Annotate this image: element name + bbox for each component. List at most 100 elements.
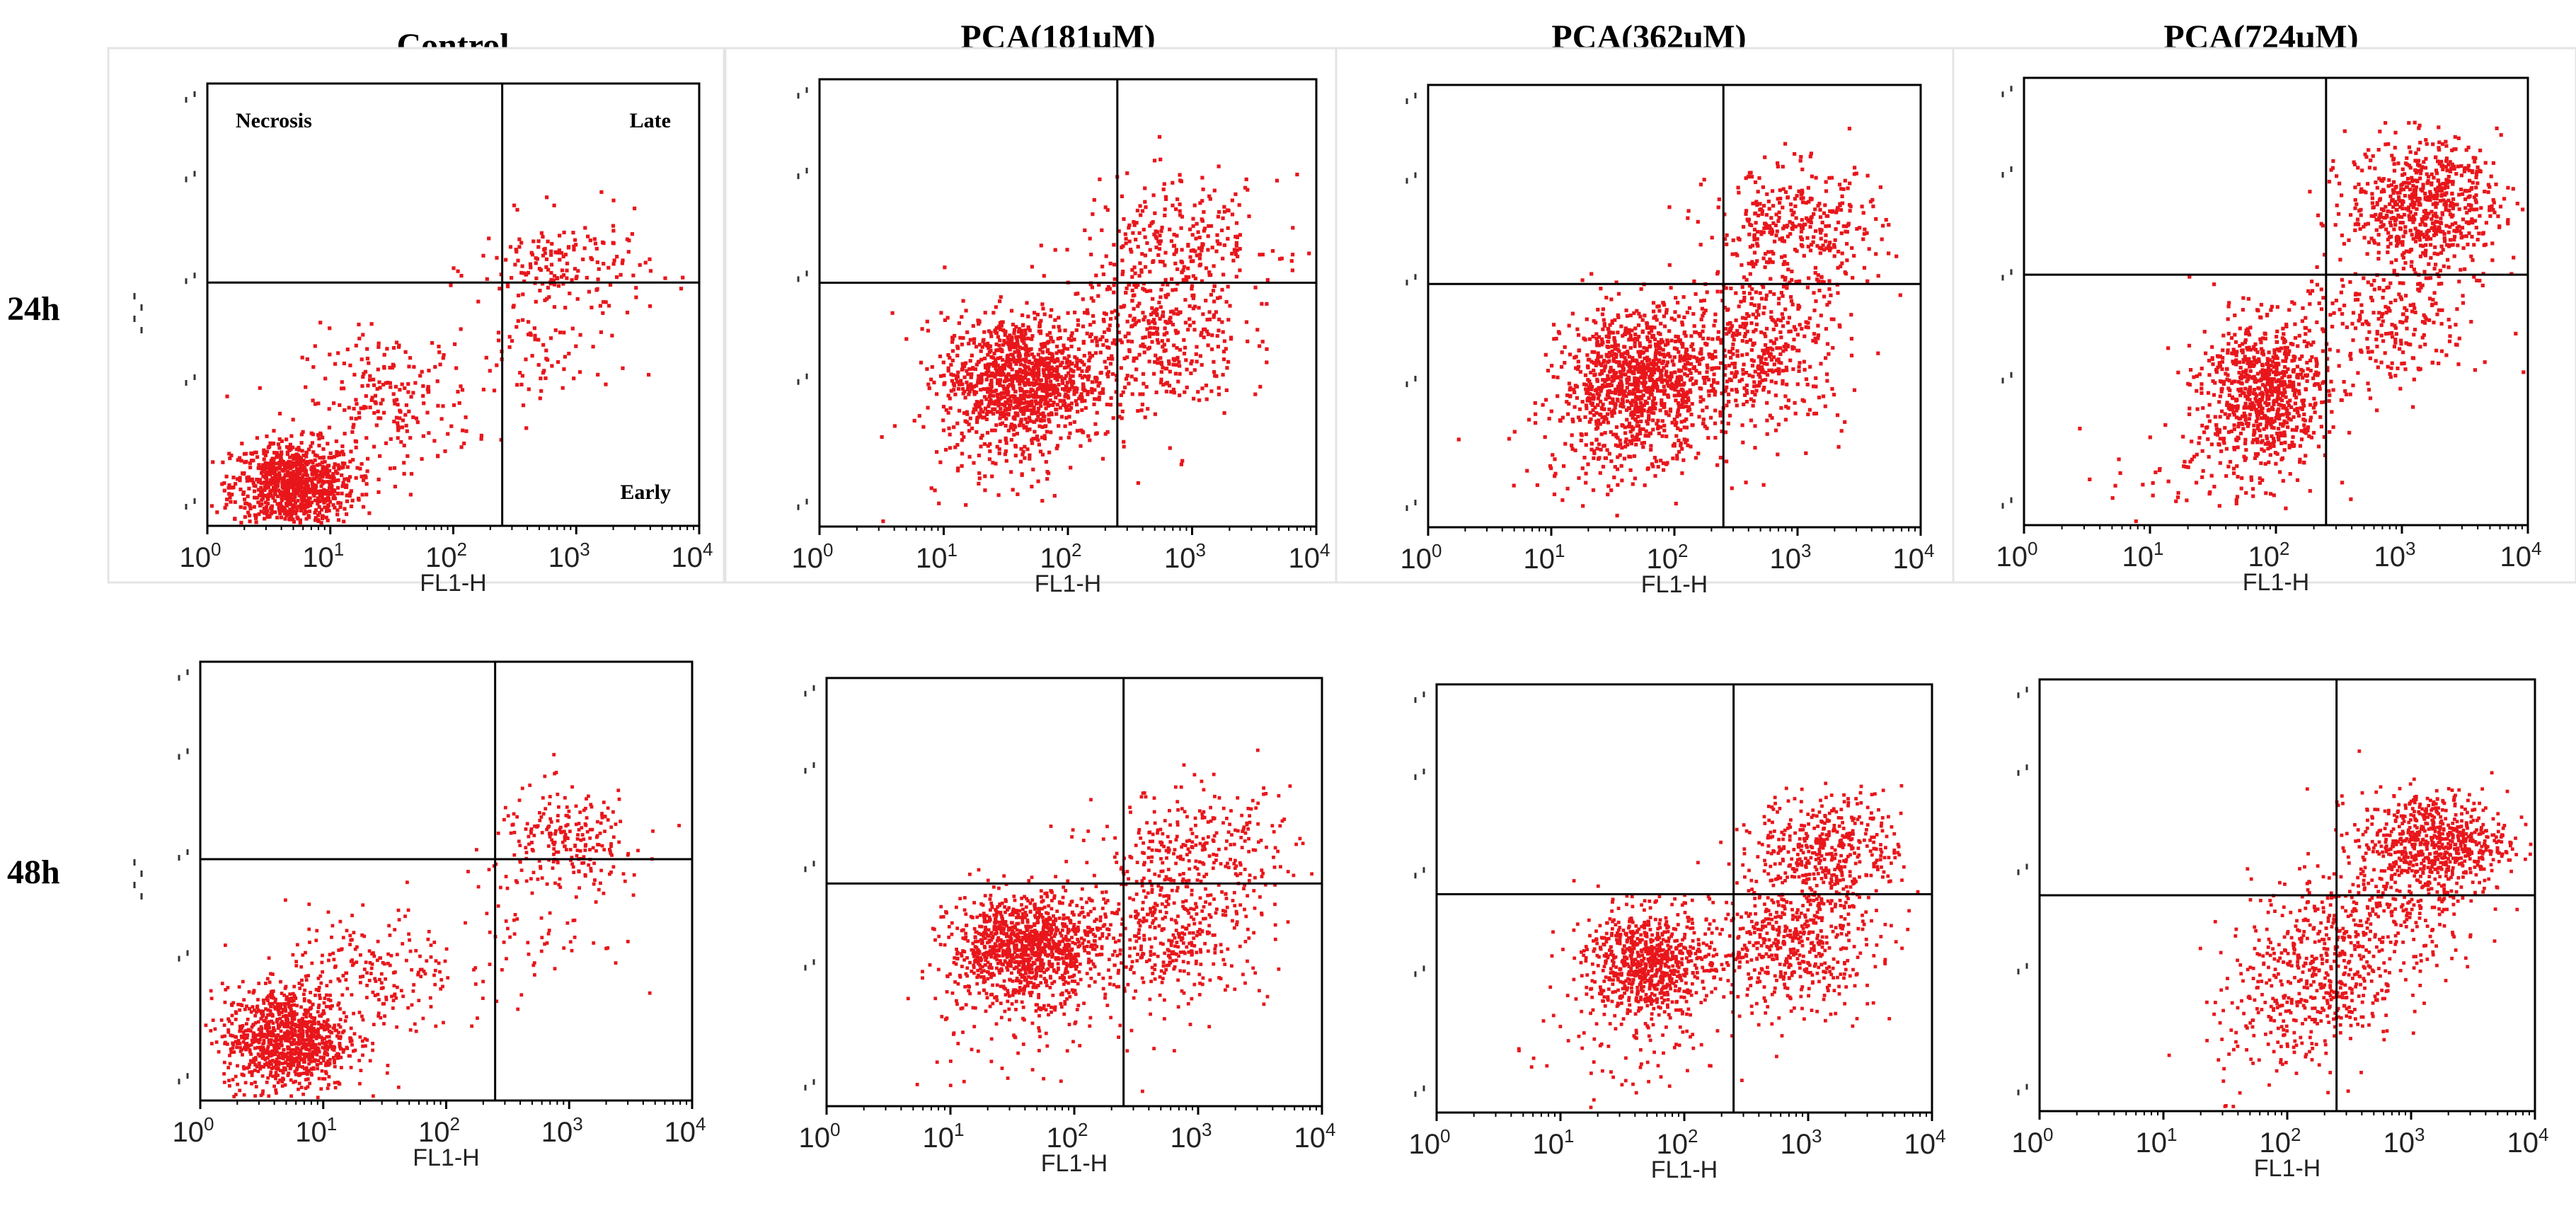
scatter-point (1703, 341, 1708, 345)
scatter-point (430, 341, 435, 345)
scatter-point (1133, 322, 1137, 327)
scatter-point (1657, 331, 1661, 335)
scatter-point (576, 269, 580, 273)
scatter-point (321, 515, 326, 519)
scatter-point (999, 327, 1003, 332)
scatter-point (585, 275, 589, 280)
scatter-point (998, 338, 1002, 343)
scatter-point (327, 481, 331, 485)
scatter-point (995, 410, 1000, 414)
scatter-point (1197, 398, 1202, 403)
scatter-point (1034, 379, 1038, 383)
scatter-point (1614, 371, 1618, 375)
scatter-point (1023, 337, 1027, 341)
scatter-point (550, 364, 554, 368)
scatter-point (267, 513, 271, 517)
scatter-point (340, 461, 345, 466)
scatter-point (352, 406, 356, 411)
scatter-point (342, 386, 346, 391)
x-tick-exponent: 3 (1196, 539, 1206, 561)
x-tick-label: 102 (425, 539, 467, 573)
scatter-point (1724, 327, 1728, 331)
scatter-point (360, 384, 364, 388)
scatter-point (340, 473, 344, 478)
scatter-point (1675, 456, 1679, 461)
scatter-point (986, 341, 990, 346)
scatter-point (1224, 347, 1228, 351)
scatter-point (1217, 164, 1221, 168)
scatter-point (1127, 223, 1132, 227)
scatter-point (972, 461, 976, 465)
scatter-point (1200, 176, 1204, 180)
scatter-point (1069, 406, 1074, 410)
scatter-point (1203, 327, 1207, 331)
scatter-point (946, 393, 950, 398)
scatter-point (1748, 272, 1752, 276)
scatter-point (1862, 265, 1867, 270)
scatter-point (979, 357, 984, 362)
scatter-point (354, 417, 358, 421)
scatter-point (348, 459, 352, 464)
scatter-point (1059, 415, 1064, 419)
scatter-point (565, 261, 570, 265)
scatter-point (1640, 360, 1645, 364)
scatter-point (1082, 374, 1086, 379)
scatter-point (1618, 410, 1622, 414)
scatter-point (287, 448, 292, 452)
scatter-point (1265, 301, 1269, 306)
scatter-point (1025, 389, 1029, 394)
scatter-point (1039, 404, 1043, 408)
scatter-point (977, 411, 982, 415)
scatter-point (1078, 373, 1082, 378)
scatter-point (378, 386, 382, 390)
scatter-point (1246, 188, 1250, 192)
scatter-point (1620, 446, 1624, 450)
scatter-point (1763, 265, 1767, 270)
x-tick-exponent: 1 (948, 539, 958, 561)
scatter-point (1105, 402, 1109, 407)
scatter-point (1024, 425, 1028, 429)
scatter-point (1656, 464, 1660, 469)
scatter-point (1669, 374, 1674, 379)
scatter-point (373, 400, 377, 404)
scatter-point (1217, 386, 1221, 390)
scatter-point (342, 361, 346, 366)
scatter-point (1836, 249, 1841, 254)
scatter-point (1754, 211, 1758, 215)
scatter-point (919, 360, 924, 364)
scatter-point (1004, 379, 1008, 383)
scatter-point (1786, 268, 1790, 272)
scatter-point (1697, 362, 1702, 366)
scatter-point (1222, 209, 1227, 214)
scatter-point (255, 478, 259, 482)
scatter-point (1664, 369, 1669, 374)
scatter-point (307, 509, 312, 514)
scatter-point (1108, 403, 1113, 407)
scatter-point (287, 517, 292, 522)
scatter-point (1641, 427, 1645, 431)
scatter-point (1173, 287, 1178, 292)
scatter-point (1050, 353, 1054, 357)
scatter-point (1023, 352, 1028, 357)
scatter-point (1002, 387, 1006, 391)
scatter-point (979, 374, 983, 379)
scatter-point (287, 471, 292, 476)
scatter-point (1742, 362, 1746, 367)
scatter-point (313, 510, 317, 515)
scatter-point (304, 451, 309, 455)
scatter-point (560, 386, 565, 390)
scatter-point (1069, 466, 1073, 470)
scatter-point (1764, 357, 1768, 361)
scatter-point (1006, 339, 1011, 343)
scatter-point (310, 465, 314, 469)
scatter-point (1018, 345, 1022, 350)
scatter-point (1017, 376, 1021, 380)
scatter-point (270, 478, 274, 482)
scatter-point (1662, 428, 1667, 432)
scatter-point (1190, 284, 1195, 288)
scatter-point (958, 408, 962, 413)
scatter-point (1063, 377, 1067, 381)
scatter-point (1057, 325, 1061, 329)
scatter-point (980, 345, 984, 349)
scatter-point (1003, 363, 1007, 367)
